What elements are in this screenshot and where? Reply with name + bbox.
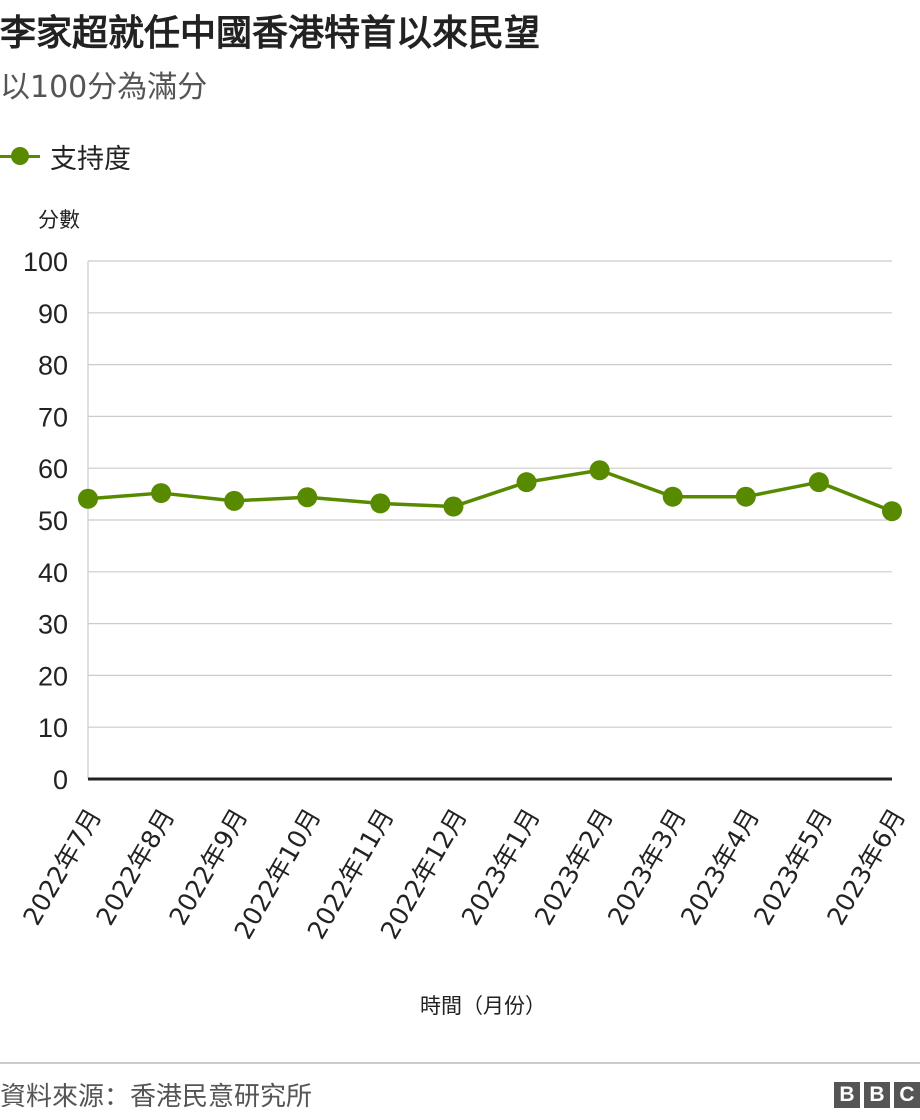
y-tick-label: 10 <box>38 713 68 743</box>
data-point <box>882 501 902 522</box>
source-note: 資料來源：香港民意研究所 <box>0 1082 313 1112</box>
legend: 支持度 <box>0 138 131 175</box>
data-point <box>297 487 318 508</box>
data-point <box>151 483 172 504</box>
gridlines <box>87 260 892 781</box>
y-tick-label: 60 <box>38 454 68 484</box>
bbc-logo-letter: B <box>864 1082 890 1108</box>
x-tick-labels: 2022年7月2022年8月2022年9月2022年10月2022年11月202… <box>17 804 911 944</box>
footer-divider <box>0 1062 920 1064</box>
series-support <box>78 460 902 522</box>
data-point <box>735 486 756 507</box>
bbc-logo-letter: C <box>894 1082 920 1108</box>
data-point <box>589 460 610 481</box>
data-point <box>370 493 391 514</box>
chart-title: 李家超就任中國香港特首以來民望 <box>0 13 541 54</box>
y-tick-label: 70 <box>38 402 68 432</box>
bbc-logo: B B C <box>834 1082 920 1108</box>
y-tick-label: 50 <box>38 506 68 536</box>
data-point <box>516 472 537 493</box>
y-tick-label: 20 <box>38 661 68 691</box>
data-point <box>78 488 98 509</box>
data-point <box>224 490 245 511</box>
y-tick-label: 40 <box>38 558 68 588</box>
y-tick-label: 80 <box>38 351 68 381</box>
y-tick-label: 30 <box>38 610 68 640</box>
series-line <box>87 468 893 513</box>
y-axis-label: 分數 <box>38 208 80 232</box>
data-point <box>808 472 829 493</box>
legend-swatch-icon <box>0 138 40 174</box>
y-tick-label: 0 <box>53 765 68 795</box>
y-tick-label: 90 <box>38 299 68 329</box>
bbc-logo-letter: B <box>834 1082 860 1108</box>
x-axis-label: 時間（月份） <box>420 994 546 1018</box>
data-point <box>443 496 464 517</box>
data-point <box>662 486 683 507</box>
line-chart: 0 10 20 30 40 50 60 70 80 90 100 2022年7月2022年8月202… <box>17 208 911 1018</box>
legend-label: 支持度 <box>50 143 131 175</box>
y-tick-label: 100 <box>23 247 68 277</box>
legend-dot <box>11 147 29 165</box>
chart-subtitle: 以100分為滿分 <box>0 70 208 105</box>
y-tick-labels: 0 10 20 30 40 50 60 70 80 90 100 <box>23 247 68 795</box>
